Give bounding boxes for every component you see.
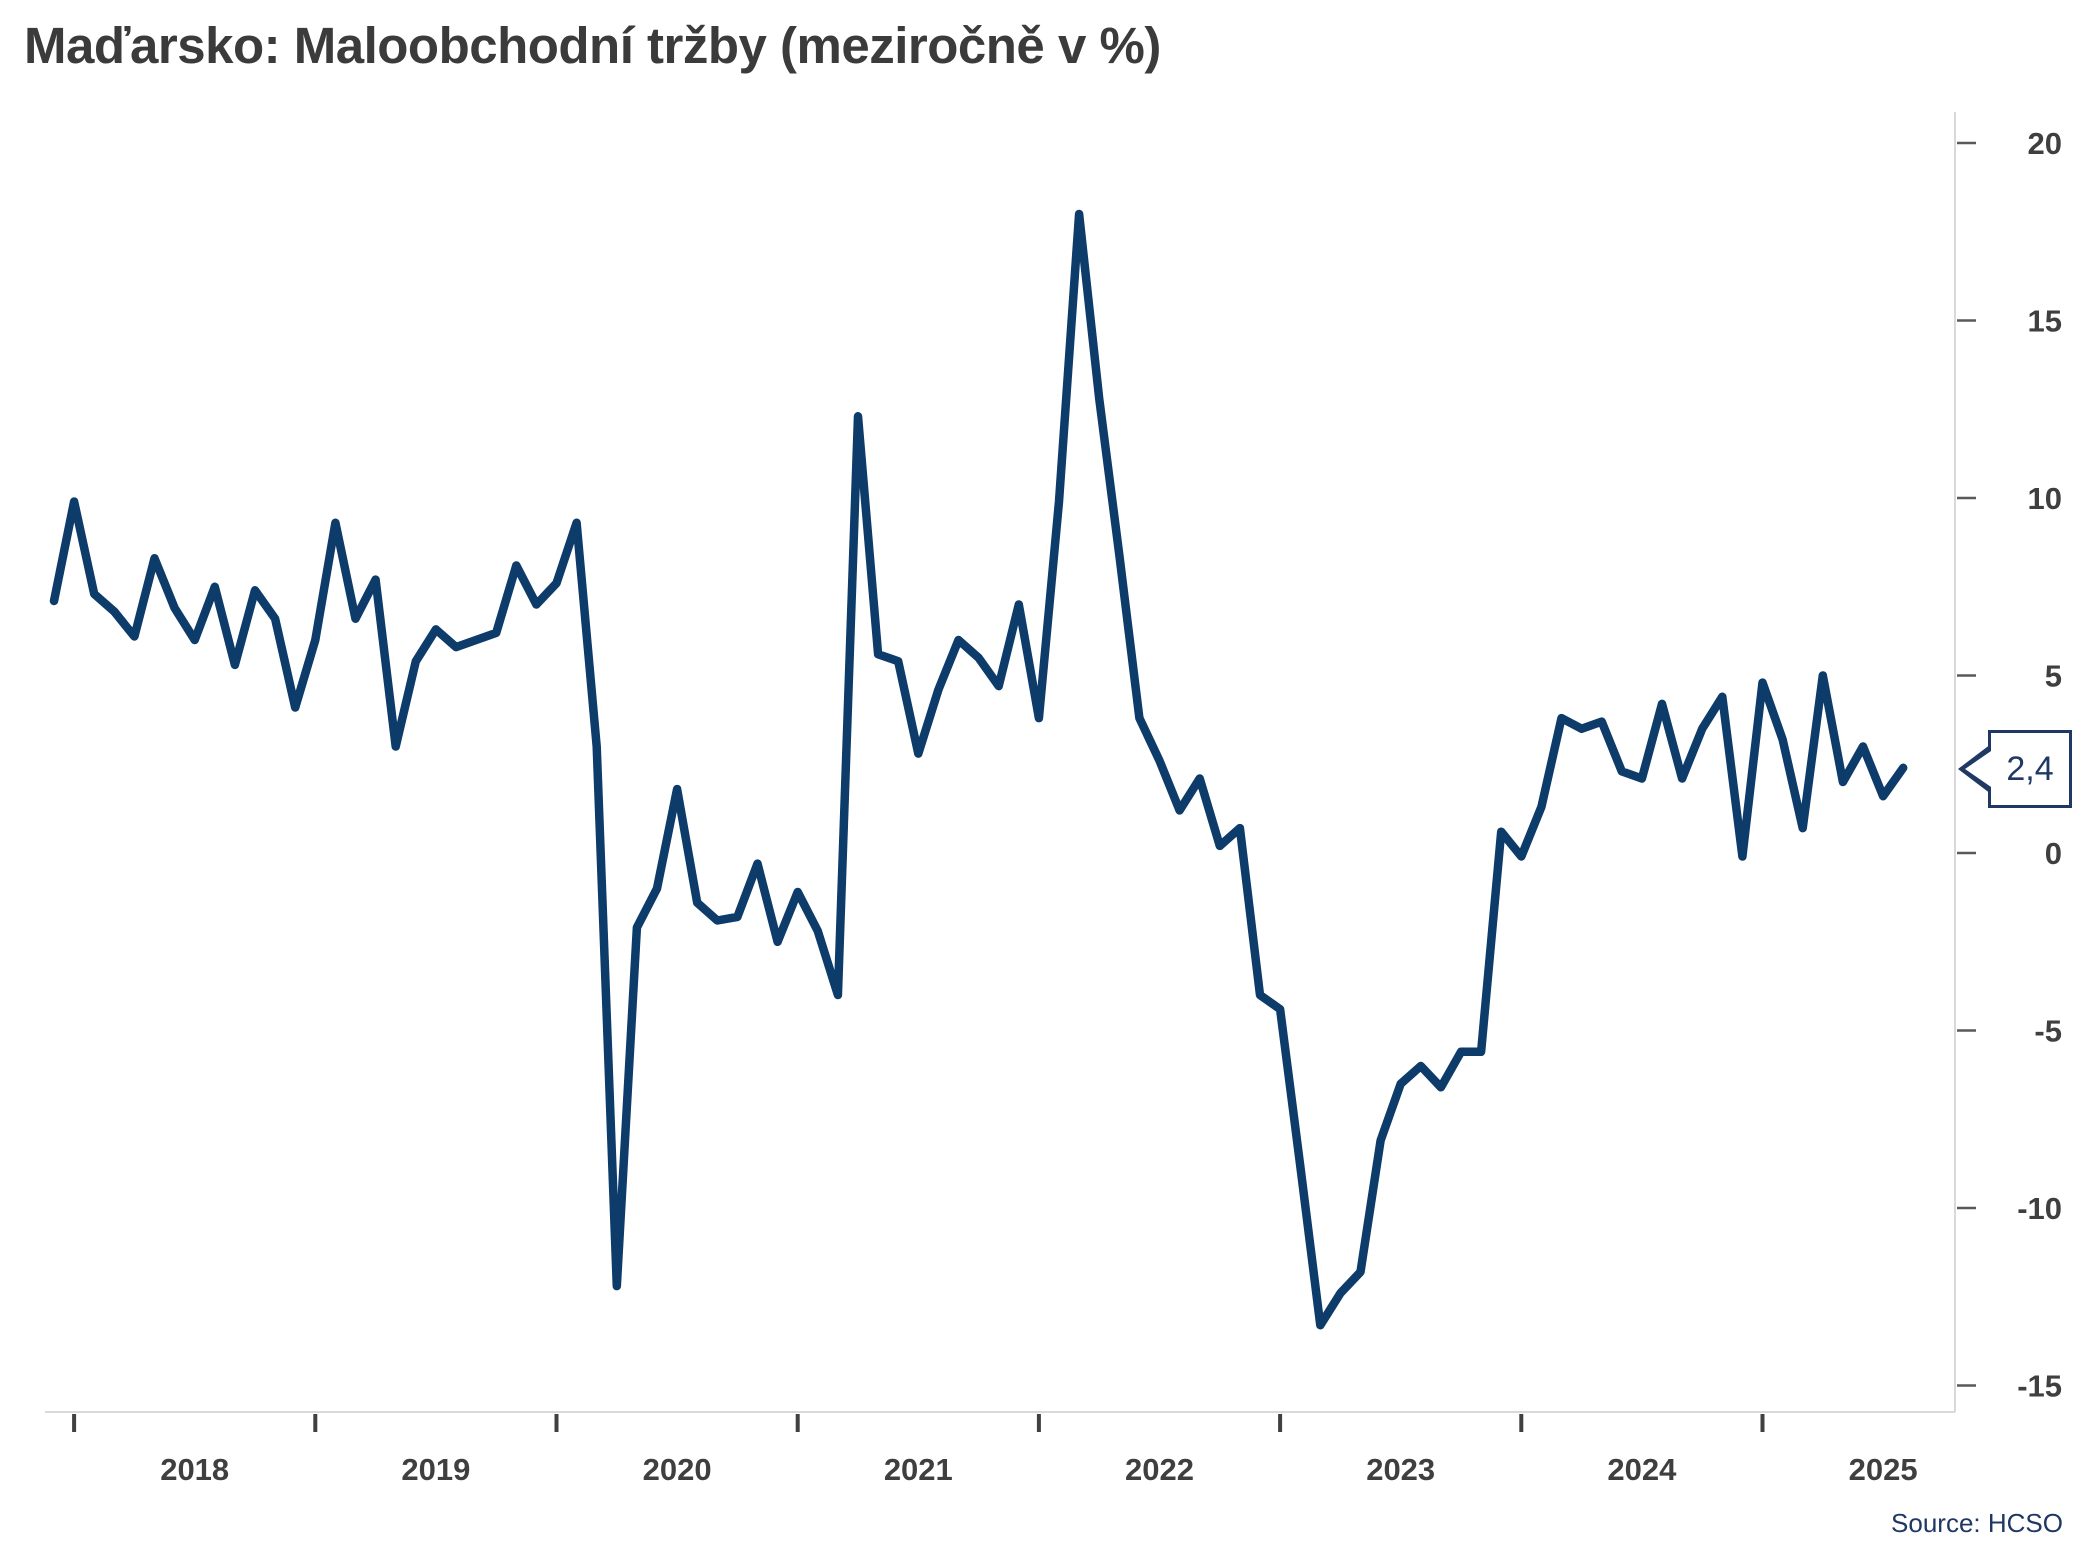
x-tick-label: 2025 [1849, 1452, 1918, 1487]
x-tick-label: 2023 [1366, 1452, 1435, 1487]
y-tick-label: 5 [2045, 659, 2062, 694]
y-tick-label: -5 [2034, 1014, 2062, 1049]
last-value-label: 2,4 [2006, 750, 2054, 788]
y-tick-label: 20 [2028, 126, 2062, 161]
x-tick-label: 2022 [1125, 1452, 1194, 1487]
y-tick-label: -10 [2017, 1191, 2062, 1226]
x-tick-label: 2019 [401, 1452, 470, 1487]
x-tick-label: 2018 [160, 1452, 229, 1487]
x-tick-label: 2024 [1607, 1452, 1677, 1487]
x-tick-label: 2020 [643, 1452, 712, 1487]
y-tick-label: 10 [2028, 481, 2062, 516]
y-tick-label: -15 [2017, 1369, 2062, 1404]
chart-title: Maďarsko: Maloobchodní tržby (meziročně … [24, 17, 1161, 74]
last-value-callout: 2,4 [1988, 730, 2072, 808]
y-tick-label: 15 [2028, 304, 2062, 339]
retail-sales-line [49, 209, 1908, 1330]
source-note: Source: HCSO [1891, 1508, 2063, 1538]
y-tick-label: 0 [2045, 836, 2062, 871]
x-tick-label: 2021 [884, 1452, 953, 1487]
